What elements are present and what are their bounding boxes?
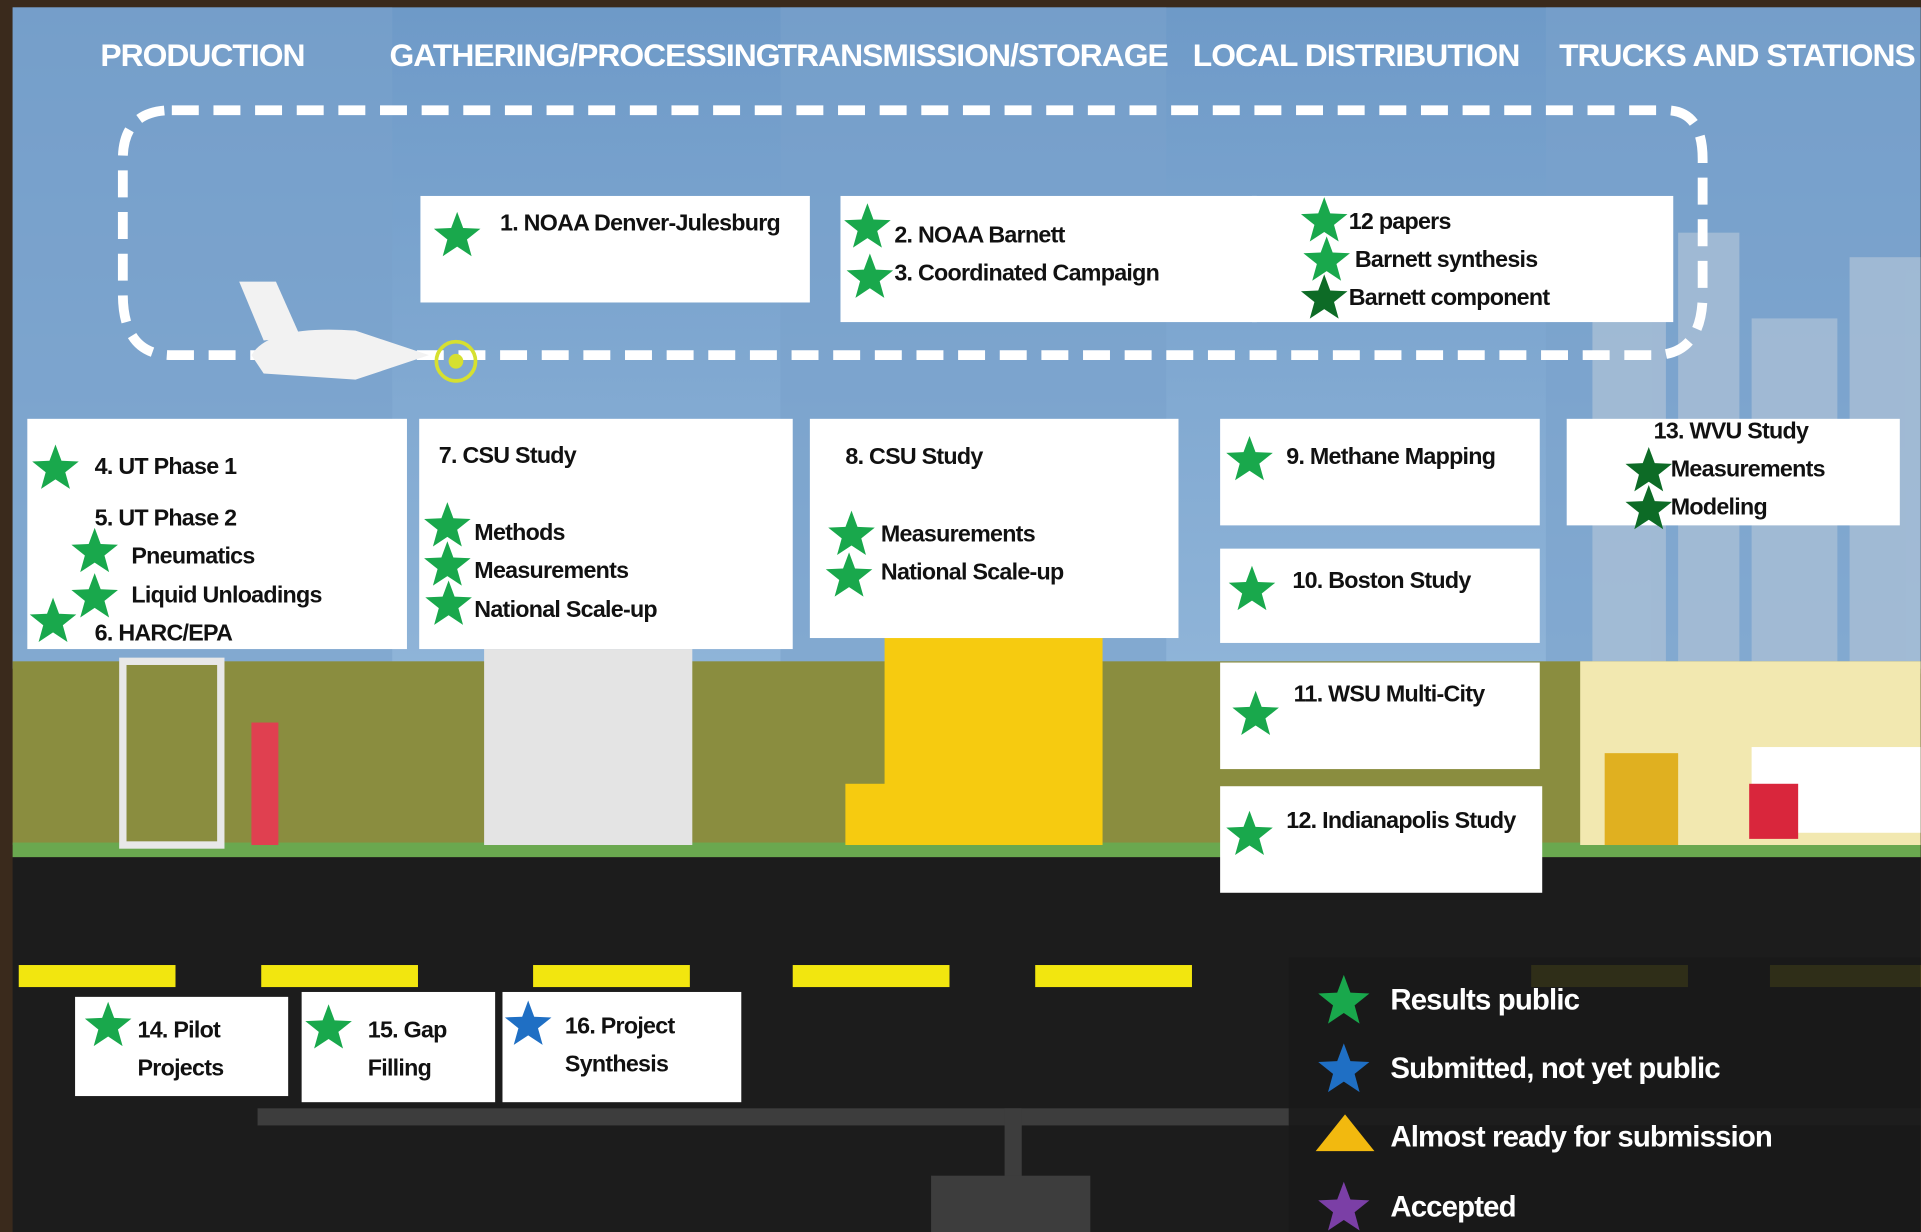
study-box bbox=[1220, 549, 1540, 643]
study-label: 1. NOAA Denver-Julesburg bbox=[500, 209, 780, 235]
study-label: 15. Gap bbox=[368, 1016, 447, 1042]
study-label: 14. Pilot bbox=[138, 1016, 222, 1042]
study-label: Pneumatics bbox=[131, 542, 254, 568]
study-label: 6. HARC/EPA bbox=[95, 620, 233, 646]
study-label: National Scale-up bbox=[474, 596, 657, 622]
study-box bbox=[302, 992, 495, 1102]
study-box bbox=[502, 992, 741, 1102]
study-label: Synthesis bbox=[565, 1051, 668, 1077]
legend-label: Almost ready for submission bbox=[1390, 1121, 1772, 1154]
infographic: PRODUCTION GATHERING/PROCESSINGTRANSMISSI… bbox=[0, 0, 1921, 1232]
study-label: 7. CSU Study bbox=[439, 442, 577, 468]
legend-label: Results public bbox=[1390, 984, 1579, 1017]
legend-label: Submitted, not yet public bbox=[1390, 1052, 1720, 1085]
study-label: 5. UT Phase 2 bbox=[95, 504, 237, 530]
study-label: Methods bbox=[474, 519, 564, 545]
study-label: Measurements bbox=[474, 557, 628, 583]
legend-label: Accepted bbox=[1390, 1190, 1515, 1223]
sector-title: GATHERING/PROCESSING bbox=[389, 37, 779, 73]
study-label: Measurements bbox=[881, 520, 1035, 546]
study-label: Measurements bbox=[1671, 455, 1825, 481]
sector-title: PRODUCTION bbox=[100, 37, 304, 73]
study-label: 8. CSU Study bbox=[845, 443, 983, 469]
study-label: 10. Boston Study bbox=[1292, 567, 1471, 593]
study-label: Filling bbox=[368, 1054, 431, 1080]
study-label: Projects bbox=[138, 1054, 224, 1080]
sector-title: TRANSMISSION/STORAGE bbox=[778, 37, 1168, 73]
study-label: 13. WVU Study bbox=[1654, 417, 1809, 443]
study-label: 3. Coordinated Campaign bbox=[894, 259, 1159, 285]
study-label: 12 papers bbox=[1349, 208, 1451, 234]
study-label: 11. WSU Multi-City bbox=[1294, 681, 1486, 707]
study-label: 12. Indianapolis Study bbox=[1286, 807, 1516, 833]
study-label: 16. Project bbox=[565, 1013, 676, 1039]
study-label: 2. NOAA Barnett bbox=[894, 221, 1065, 247]
sector-title: TRUCKS AND STATIONS bbox=[1559, 37, 1915, 73]
sector-title: LOCAL DISTRIBUTION bbox=[1193, 37, 1520, 73]
legend-panel bbox=[1289, 958, 1921, 1232]
study-box bbox=[1220, 419, 1540, 526]
study-label: 9. Methane Mapping bbox=[1286, 443, 1495, 469]
study-label: Barnett synthesis bbox=[1355, 246, 1538, 272]
study-box bbox=[1220, 786, 1542, 893]
study-label: Modeling bbox=[1671, 493, 1767, 519]
study-label: Barnett component bbox=[1349, 284, 1551, 310]
study-label: Liquid Unloadings bbox=[131, 582, 321, 608]
study-label: National Scale-up bbox=[881, 558, 1064, 584]
study-label: 4. UT Phase 1 bbox=[95, 453, 237, 479]
